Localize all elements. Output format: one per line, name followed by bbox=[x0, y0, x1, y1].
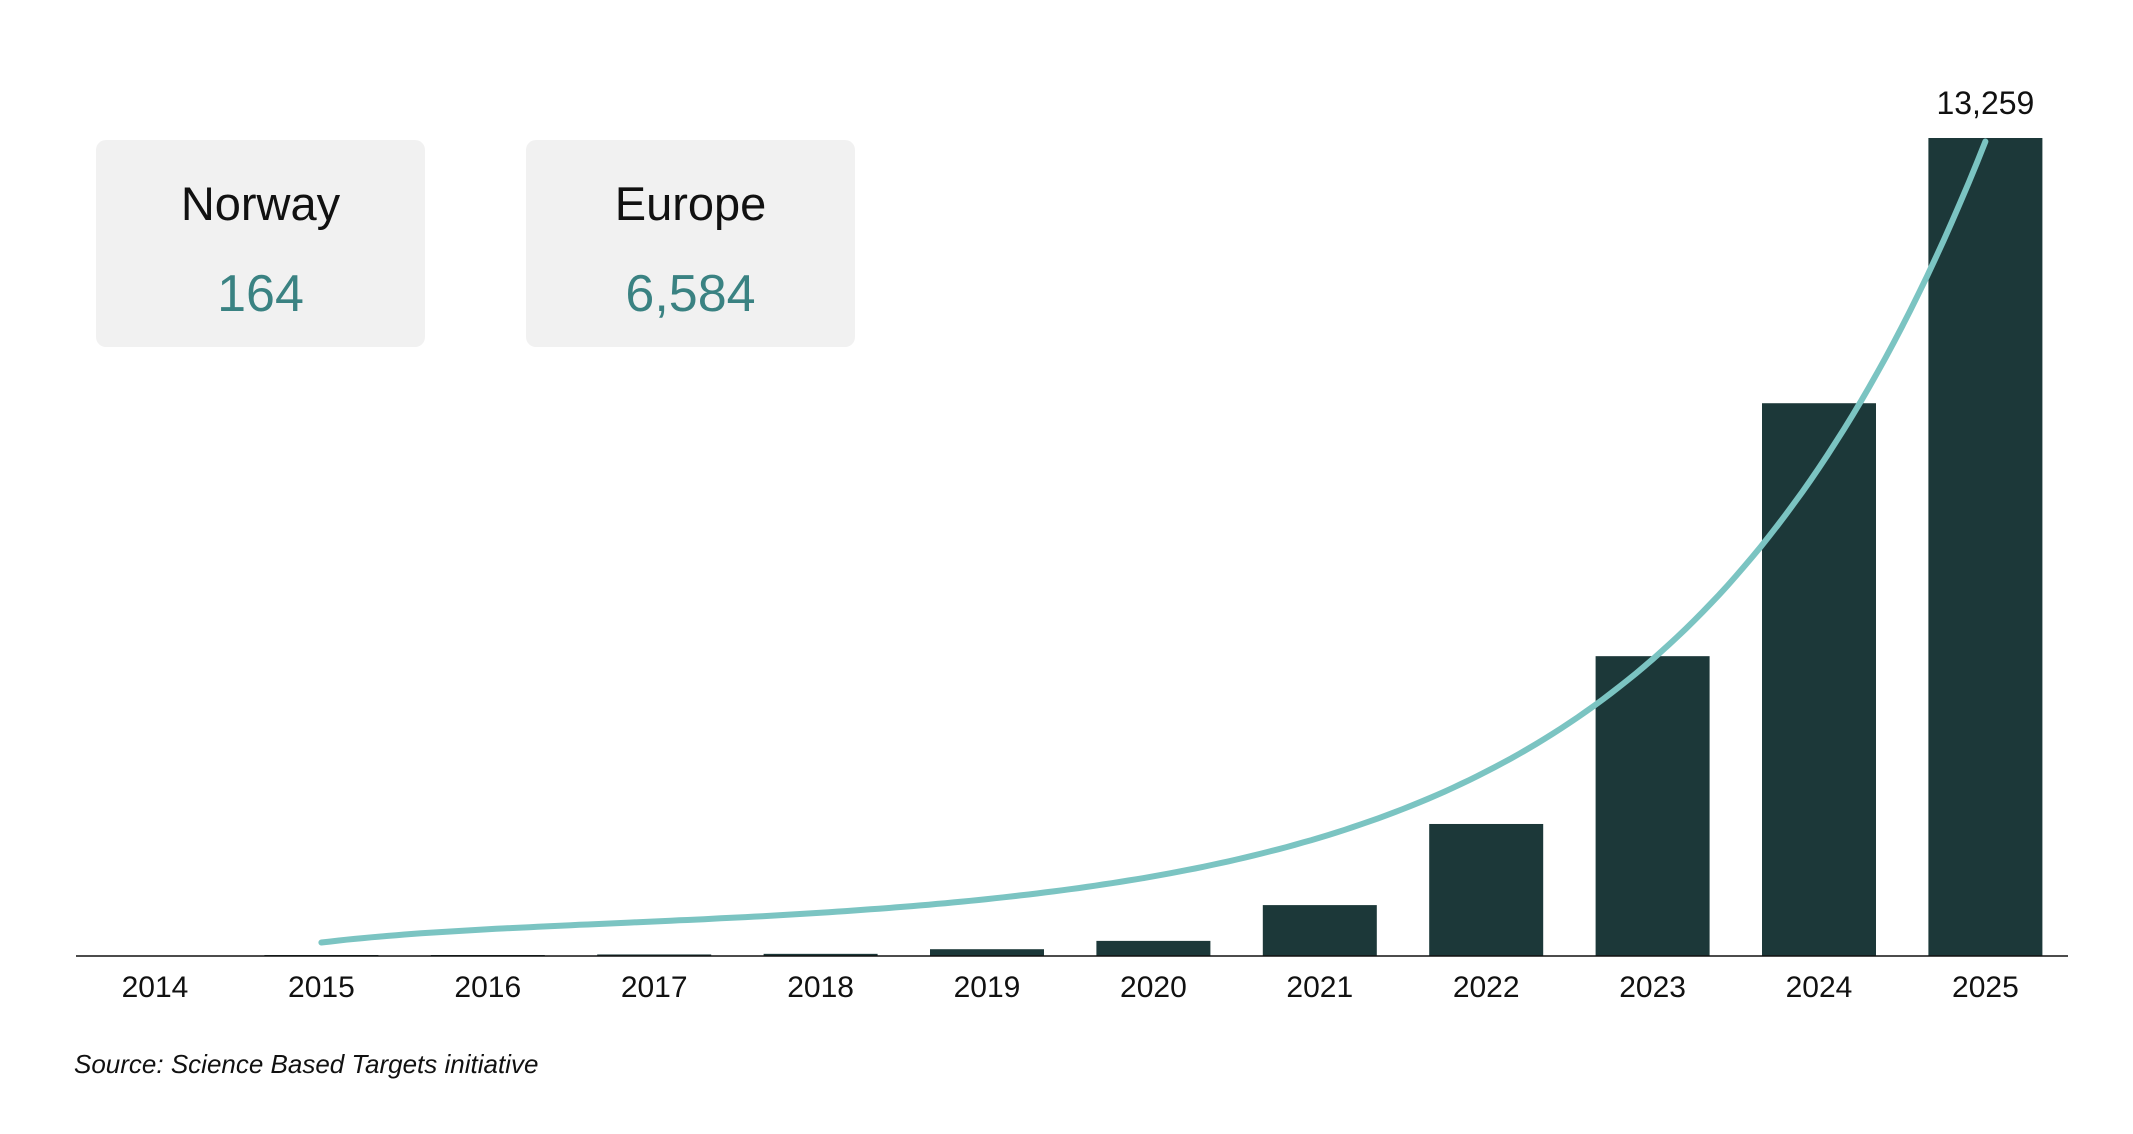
bar-2019 bbox=[930, 949, 1044, 956]
bar-2021 bbox=[1262, 905, 1377, 956]
bar-2020 bbox=[1096, 940, 1211, 956]
norway-card-title: Norway bbox=[180, 177, 341, 230]
bar-2018 bbox=[763, 953, 878, 956]
europe-card-value: 6,584 bbox=[625, 265, 756, 323]
source-note: Source: Science Based Targets initiative bbox=[74, 1049, 539, 1079]
x-tick-label: 2024 bbox=[1786, 971, 1853, 1004]
norway-card-value: 164 bbox=[217, 265, 304, 323]
x-tick-label: 2020 bbox=[1120, 971, 1187, 1004]
x-tick-label: 2023 bbox=[1619, 971, 1686, 1004]
bar-2025 bbox=[1928, 138, 2043, 956]
x-tick-label: 2014 bbox=[122, 971, 189, 1004]
bar-2017 bbox=[597, 954, 712, 956]
europe-card-title: Europe bbox=[614, 177, 767, 230]
europe-card: Europe 6,584 bbox=[526, 140, 855, 347]
x-tick-label: 2015 bbox=[288, 971, 355, 1004]
bar-2022 bbox=[1429, 823, 1544, 956]
x-tick-label: 2025 bbox=[1952, 971, 2019, 1004]
x-tick-label: 2019 bbox=[954, 971, 1021, 1004]
x-tick-label: 2022 bbox=[1453, 971, 1520, 1004]
x-tick-label: 2017 bbox=[621, 971, 688, 1004]
x-tick-label: 2016 bbox=[454, 971, 521, 1004]
x-tick-label: 2018 bbox=[787, 971, 854, 1004]
bar-2023 bbox=[1595, 656, 1710, 956]
norway-card: Norway 164 bbox=[96, 140, 425, 347]
bar-2024 bbox=[1762, 403, 1876, 956]
data-label-2025: 13,259 bbox=[1936, 85, 2034, 121]
x-tick-label: 2021 bbox=[1286, 971, 1353, 1004]
trendline bbox=[318, 138, 1989, 946]
